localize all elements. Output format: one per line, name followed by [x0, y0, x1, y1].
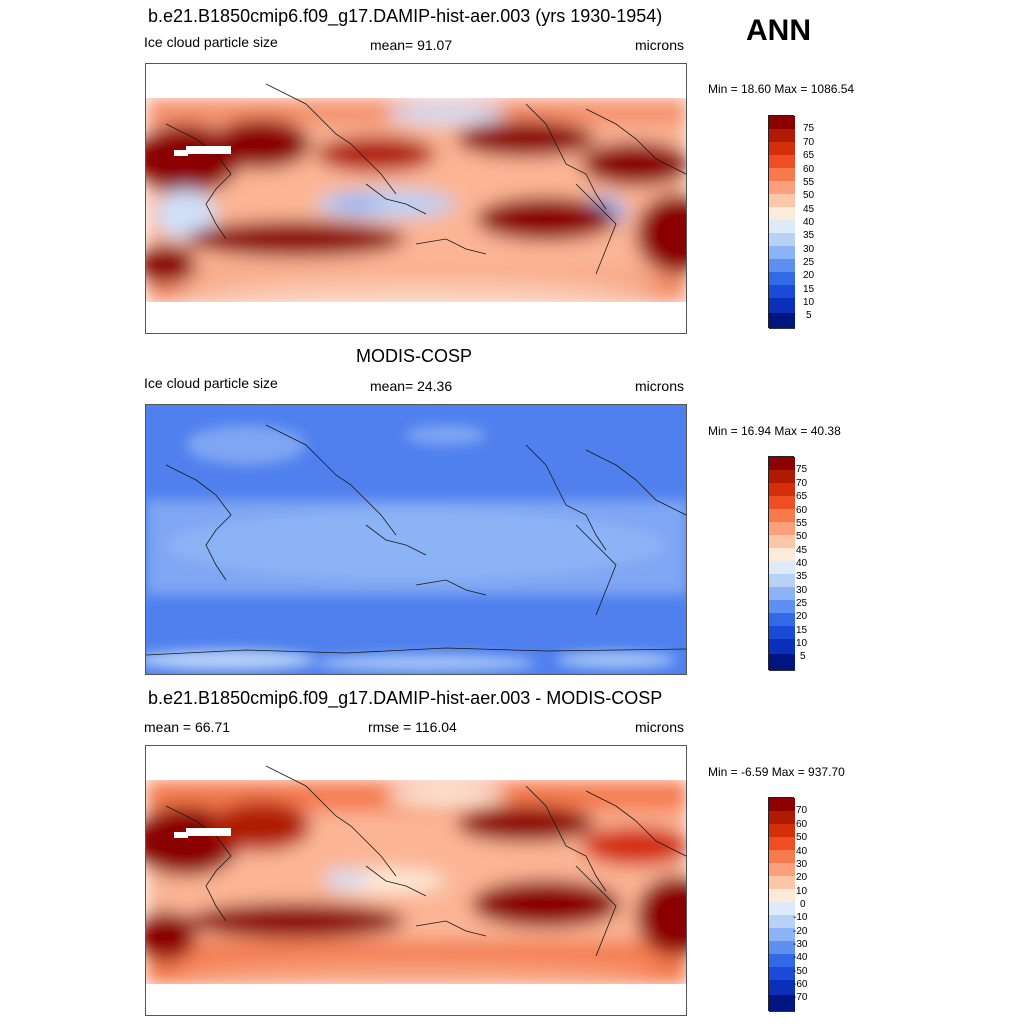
panel3-minmax: Min = -6.59 Max = 937.70: [708, 765, 845, 779]
tick-label: 45: [796, 545, 808, 556]
tick-label: 45: [803, 204, 815, 215]
tick-label: -30: [793, 939, 808, 950]
tick-label: 40: [803, 217, 815, 228]
panel3-missing-data: [174, 828, 231, 838]
panel1-coastlines: [165, 83, 686, 275]
panel2-mean-label: mean= 24.36: [370, 378, 453, 394]
tick-label: 75: [803, 123, 815, 134]
tick-label: 40: [796, 846, 808, 857]
tick-label: -50: [793, 966, 808, 977]
tick-label: 30: [796, 859, 808, 870]
tick-label: 35: [803, 230, 815, 241]
panel3-colorbar: [768, 797, 795, 1012]
tick-label: 70: [803, 137, 815, 148]
panel2-units: microns: [635, 378, 685, 394]
panel2-minmax: Min = 16.94 Max = 40.38: [708, 424, 841, 438]
tick-label: 25: [803, 257, 815, 268]
panel1-minmax: Min = 18.60 Max = 1086.54: [708, 82, 855, 96]
panel1-mean-label: mean= 91.07: [370, 37, 453, 53]
panel1-units: microns: [635, 37, 685, 53]
tick-label: 40: [796, 558, 808, 569]
tick-label: 70: [796, 805, 808, 816]
panel3-title: b.e21.B1850cmip6.f09_g17.DAMIP-hist-aer.…: [148, 688, 663, 708]
season-label: ANN: [746, 14, 811, 47]
panel3-units: microns: [635, 719, 685, 735]
tick-label: 65: [803, 150, 815, 161]
tick-label: 30: [803, 244, 815, 255]
panel2-title: MODIS-COSP: [356, 346, 473, 366]
panel1-title: b.e21.B1850cmip6.f09_g17.DAMIP-hist-aer.…: [148, 6, 663, 26]
tick-label: 10: [803, 297, 815, 308]
tick-label: -40: [793, 952, 808, 963]
tick-label: 5: [800, 651, 806, 662]
tick-label: 60: [803, 164, 815, 175]
tick-label: 75: [796, 464, 808, 475]
panel3-rmse-label: rmse = 116.04: [368, 719, 457, 735]
panel3-mean-label: mean = 66.71: [144, 719, 231, 735]
tick-label: 50: [803, 190, 815, 201]
tick-label: 50: [796, 531, 808, 542]
tick-label: -20: [793, 926, 808, 937]
tick-label: 60: [796, 505, 808, 516]
tick-label: 15: [803, 284, 815, 295]
tick-label: 20: [803, 270, 815, 281]
tick-label: -10: [793, 912, 808, 923]
tick-label: -60: [793, 979, 808, 990]
tick-label: 20: [796, 611, 808, 622]
tick-label: 0: [800, 899, 806, 910]
tick-label: 60: [796, 819, 808, 830]
panel1-map: [145, 63, 687, 334]
tick-label: 5: [806, 310, 812, 321]
tick-label: 10: [796, 638, 808, 649]
panel1-missing-data: [174, 146, 231, 156]
panel2-colorbar: [768, 456, 795, 671]
panel2-coastlines: [146, 424, 686, 656]
panel3-map: [145, 745, 687, 1016]
tick-label: 50: [796, 832, 808, 843]
tick-label: 55: [796, 518, 808, 529]
tick-label: 20: [796, 872, 808, 883]
tick-label: 30: [796, 585, 808, 596]
tick-label: 35: [796, 571, 808, 582]
tick-label: 65: [796, 491, 808, 502]
tick-label: 10: [796, 886, 808, 897]
tick-label: -70: [793, 992, 808, 1003]
panel1-variable-label: Ice cloud particle size: [144, 34, 278, 50]
tick-label: 70: [796, 478, 808, 489]
panel2-variable-label: Ice cloud particle size: [144, 375, 278, 391]
panel3-coastlines: [165, 765, 686, 957]
panel2-map: [145, 404, 687, 675]
panel1-colorbar: [768, 115, 795, 329]
tick-label: 25: [796, 598, 808, 609]
tick-label: 15: [796, 625, 808, 636]
tick-label: 55: [803, 177, 815, 188]
